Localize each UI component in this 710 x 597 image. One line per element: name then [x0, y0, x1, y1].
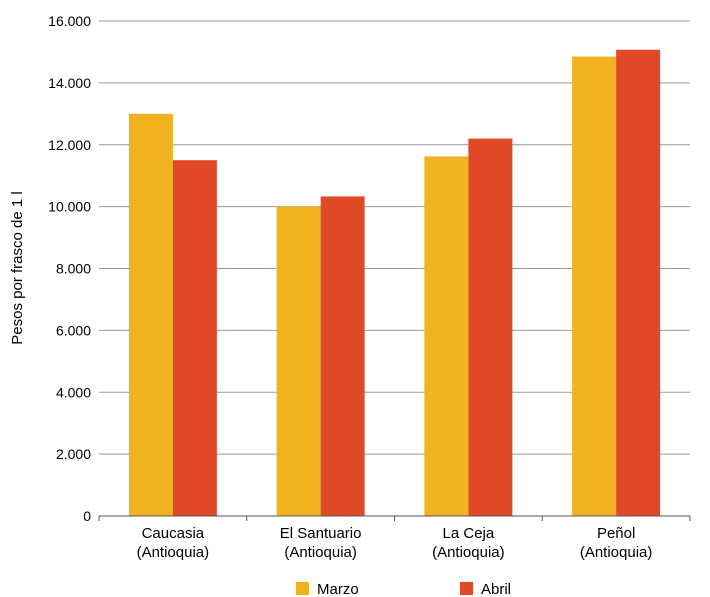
legend-label-marzo: Marzo [317, 581, 359, 597]
bar-abril [468, 138, 513, 516]
legend-label-abril: Abril [481, 581, 511, 597]
y-tick-label: 4.000 [56, 384, 91, 400]
bar-marzo [424, 156, 469, 516]
bar-marzo [276, 206, 321, 516]
bar-marzo [128, 113, 173, 516]
y-axis-title: Pesos por frasco de 1 l [9, 191, 26, 344]
bars [128, 49, 661, 516]
x-category-labels: Caucasia (Antioquia) El Santuario (Antioqui… [98, 516, 691, 561]
legend-swatch-marzo [296, 582, 309, 595]
x-category-label: (Antioquia) [580, 544, 653, 561]
y-tick-label: 16.000 [48, 13, 91, 29]
bar-abril [320, 196, 365, 516]
x-category-label: Caucasia [142, 525, 205, 542]
y-tick-label: 12.000 [48, 137, 91, 153]
legend-swatch-abril [460, 582, 473, 595]
y-tick-label: 10.000 [48, 199, 91, 215]
bar-abril [616, 49, 661, 516]
legend: Marzo Abril [296, 581, 511, 597]
y-tick-label: 0 [83, 508, 91, 524]
bar-abril [172, 160, 217, 516]
x-category-label: La Ceja [443, 525, 495, 542]
bar-marzo [572, 56, 617, 516]
y-tick-label: 8.000 [56, 261, 91, 277]
x-category-label: El Santuario [280, 525, 362, 542]
x-category-label: (Antioquia) [432, 544, 505, 561]
x-category-label: (Antioquia) [137, 544, 210, 561]
x-category-label: (Antioquia) [284, 544, 357, 561]
y-tick-label: 2.000 [56, 446, 91, 462]
y-tick-label: 14.000 [48, 75, 91, 91]
x-category-label: Peñol [597, 525, 635, 542]
y-tick-label: 6.000 [56, 322, 91, 338]
y-tick-labels: 0 2.000 4.000 6.000 8.000 10.000 12.000 14.000 1… [48, 13, 91, 524]
